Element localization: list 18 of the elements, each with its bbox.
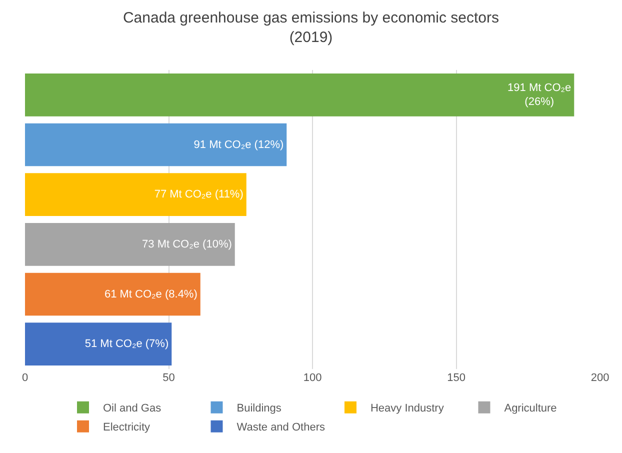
legend-label: Heavy Industry xyxy=(370,402,444,415)
x-tick-label: 0 xyxy=(22,372,28,384)
chart-title: Canada greenhouse gas emissions by economic sectors (2019) xyxy=(122,10,500,46)
legend-label: Oil and Gas xyxy=(103,402,162,415)
x-tick-label: 150 xyxy=(447,372,466,384)
x-tick-label: 50 xyxy=(162,372,175,384)
data-label: 77 Mt CO₂e (11%) xyxy=(154,188,244,201)
legend-label: Buildings xyxy=(236,402,282,415)
data-label: 51 Mt CO₂e (7%) xyxy=(84,338,169,350)
data-label: 191 Mt CO₂e (26%) xyxy=(508,82,572,108)
legend-label: Agriculture xyxy=(504,402,557,415)
x-tick-label: 200 xyxy=(590,372,610,384)
data-label: 61 Mt CO₂e (8.4%) xyxy=(104,288,198,300)
data-label: 91 Mt CO₂e (12%) xyxy=(194,138,284,151)
data-label: 73 Mt CO₂e (10%) xyxy=(142,238,232,250)
legend-label: Waste and Others xyxy=(236,422,326,434)
x-tick-label: 100 xyxy=(303,372,322,384)
legend-label: Electricity xyxy=(103,422,151,434)
